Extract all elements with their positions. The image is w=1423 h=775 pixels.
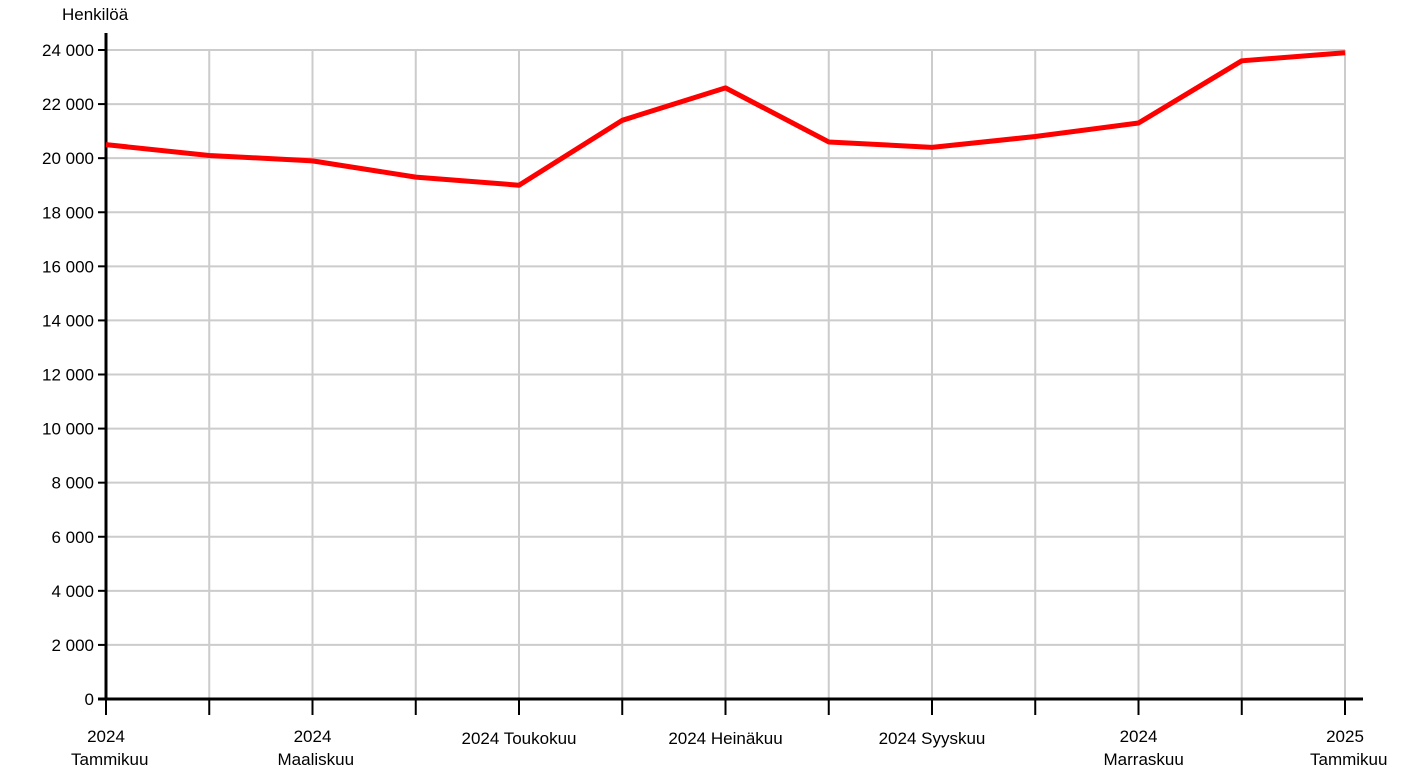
x-tick-label: 2025 Tammikuu xyxy=(1310,727,1388,769)
x-tick-label: 2024 Toukokuu xyxy=(461,729,576,748)
y-tick-label: 10 000 xyxy=(42,420,94,439)
y-tick-label: 22 000 xyxy=(42,95,94,114)
y-tick-label: 20 000 xyxy=(42,149,94,168)
y-tick-label: 24 000 xyxy=(42,41,94,60)
x-tick-label: 2024 Heinäkuu xyxy=(668,729,782,748)
x-tick-label-box: 2024 Marraskuu xyxy=(1103,727,1184,769)
y-tick-label: 8 000 xyxy=(51,474,94,493)
y-tick-label: 4 000 xyxy=(51,582,94,601)
y-tick-label: 0 xyxy=(85,690,94,709)
y-tick-label: 18 000 xyxy=(42,203,94,222)
y-tick-label: 16 000 xyxy=(42,257,94,276)
x-tick-label: 2024 Syyskuu xyxy=(879,729,986,748)
x-tick-label: 2024 Marraskuu xyxy=(1103,727,1184,769)
data-line xyxy=(105,50,1346,188)
x-tick-label-box: 2024 Tammikuu xyxy=(71,727,149,769)
x-tick-label-box: 2024 Maaliskuu xyxy=(277,727,355,769)
y-tick-label: 12 000 xyxy=(42,366,94,385)
y-tick-label: 14 000 xyxy=(42,311,94,330)
x-tick-label: 2024 Tammikuu xyxy=(71,727,149,769)
y-tick-label: 6 000 xyxy=(51,528,94,547)
x-tick-label-box: 2025 Tammikuu xyxy=(1310,727,1388,769)
y-axis-label: Henkilöä xyxy=(62,5,129,24)
y-tick-label: 2 000 xyxy=(51,636,94,655)
x-tick-label: 2024 Maaliskuu xyxy=(277,727,355,769)
